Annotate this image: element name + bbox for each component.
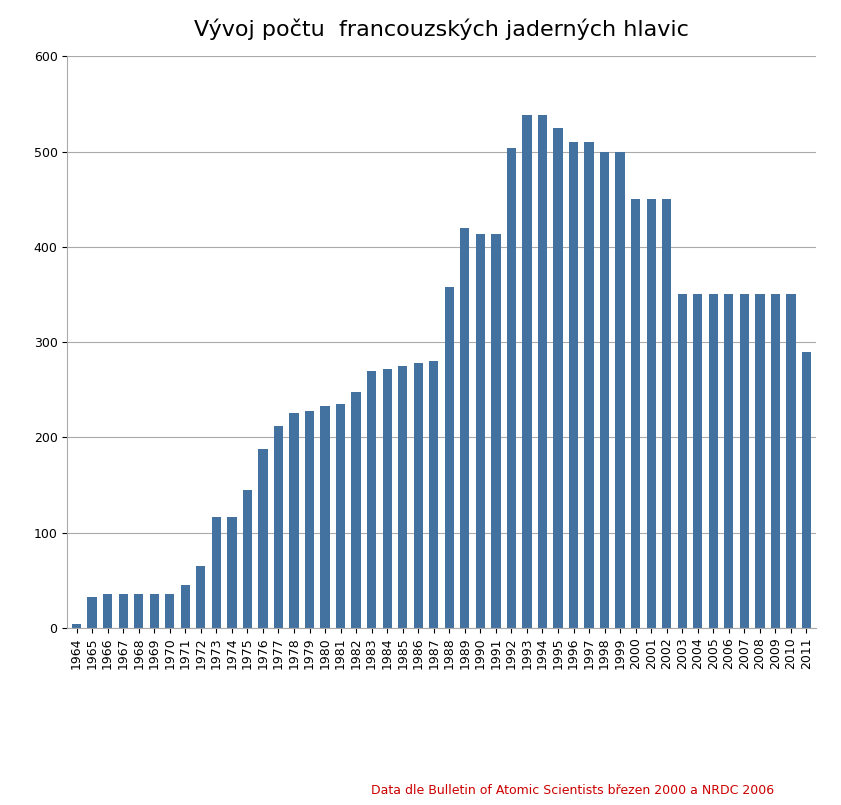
Bar (274, 426, 283, 628)
Bar (553, 128, 563, 628)
Bar (336, 404, 346, 628)
Bar (740, 295, 749, 628)
Bar (755, 295, 764, 628)
Bar (616, 151, 625, 628)
Bar (476, 234, 485, 628)
Bar (289, 413, 299, 628)
Bar (196, 566, 205, 628)
Bar (569, 142, 578, 628)
Bar (801, 352, 811, 628)
Bar (662, 200, 671, 628)
Bar (103, 593, 113, 628)
Bar (678, 295, 687, 628)
Bar (119, 593, 128, 628)
Bar (491, 234, 500, 628)
Title: Vývoj počtu  francouzských jaderných hlavic: Vývoj počtu francouzských jaderných hlav… (194, 18, 689, 39)
Bar (709, 295, 718, 628)
Bar (243, 489, 252, 628)
Bar (258, 449, 267, 628)
Bar (398, 366, 407, 628)
Bar (507, 148, 516, 628)
Bar (631, 200, 640, 628)
Bar (724, 295, 733, 628)
Bar (367, 370, 376, 628)
Bar (227, 518, 236, 628)
Bar (72, 624, 82, 628)
Bar (165, 593, 174, 628)
Bar (770, 295, 780, 628)
Bar (693, 295, 702, 628)
Bar (786, 295, 796, 628)
Bar (352, 392, 361, 628)
Bar (181, 585, 190, 628)
Bar (647, 200, 656, 628)
Bar (383, 369, 392, 628)
Bar (460, 228, 469, 628)
Bar (537, 115, 547, 628)
Bar (429, 361, 438, 628)
Bar (134, 593, 143, 628)
Bar (600, 151, 609, 628)
Bar (305, 411, 315, 628)
Bar (320, 406, 330, 628)
Bar (414, 363, 423, 628)
Bar (445, 287, 454, 628)
Bar (212, 518, 221, 628)
Bar (150, 593, 159, 628)
Text: Data dle Bulletin of Atomic Scientists březen 2000 a NRDC 2006: Data dle Bulletin of Atomic Scientists b… (371, 784, 774, 797)
Bar (584, 142, 594, 628)
Bar (522, 115, 532, 628)
Bar (87, 597, 97, 628)
